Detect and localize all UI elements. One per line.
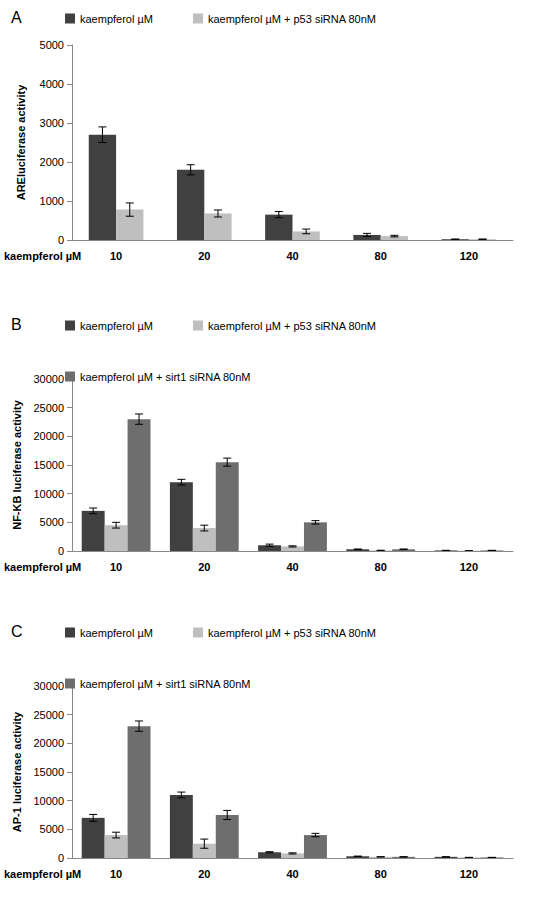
svg-text:20000: 20000 [33,430,64,442]
svg-text:0: 0 [58,852,64,864]
svg-text:80: 80 [375,250,387,262]
svg-text:40: 40 [286,250,298,262]
svg-text:20: 20 [198,561,210,573]
svg-text:kaempferol µM + p53 siRNA 80nM: kaempferol µM + p53 siRNA 80nM [208,320,376,332]
svg-text:25000: 25000 [33,709,64,721]
svg-text:5000: 5000 [40,39,64,51]
svg-text:1000: 1000 [40,195,64,207]
svg-text:20: 20 [198,250,210,262]
svg-text:20: 20 [198,868,210,880]
svg-text:NF-KB luciferase activity: NF-KB luciferase activity [11,399,23,529]
svg-text:kaempferol µM: kaempferol µM [4,250,81,262]
svg-text:30000: 30000 [33,373,64,385]
svg-text:B: B [11,316,22,333]
svg-text:kaempferol µM: kaempferol µM [4,561,81,573]
svg-text:25000: 25000 [33,402,64,414]
svg-text:C: C [11,623,23,640]
svg-text:15000: 15000 [33,766,64,778]
svg-text:kaempferol µM: kaempferol µM [80,320,153,332]
svg-text:30000: 30000 [33,680,64,692]
svg-text:0: 0 [58,545,64,557]
svg-text:kaempferol µM: kaempferol µM [4,868,81,880]
svg-text:AP-1 luciferase activity: AP-1 luciferase activity [11,711,23,832]
svg-text:80: 80 [375,561,387,573]
svg-text:20000: 20000 [33,737,64,749]
svg-text:10000: 10000 [33,488,64,500]
svg-text:5000: 5000 [40,823,64,835]
svg-text:80: 80 [375,868,387,880]
svg-text:kaempferol µM + sirt1 siRNA 80: kaempferol µM + sirt1 siRNA 80nM [80,371,250,383]
svg-text:kaempferol µM: kaempferol µM [80,13,153,25]
svg-text:40: 40 [286,561,298,573]
svg-text:0: 0 [58,234,64,246]
svg-text:10: 10 [110,250,122,262]
svg-text:A: A [11,9,22,26]
svg-text:15000: 15000 [33,459,64,471]
svg-text:120: 120 [460,561,478,573]
svg-text:120: 120 [460,250,478,262]
svg-text:kaempferol µM + p53 siRNA 80nM: kaempferol µM + p53 siRNA 80nM [208,13,376,25]
svg-text:kaempferol µM + sirt1 siRNA 80: kaempferol µM + sirt1 siRNA 80nM [80,678,250,690]
svg-text:10: 10 [110,561,122,573]
svg-text:kaempferol µM + p53 siRNA 80nM: kaempferol µM + p53 siRNA 80nM [208,627,376,639]
svg-text:3000: 3000 [40,117,64,129]
svg-text:120: 120 [460,868,478,880]
svg-text:10: 10 [110,868,122,880]
svg-text:kaempferol µM: kaempferol µM [80,627,153,639]
svg-text:4000: 4000 [40,78,64,90]
svg-text:10000: 10000 [33,795,64,807]
svg-text:2000: 2000 [40,156,64,168]
svg-text:AREluciferase activity: AREluciferase activity [15,84,27,200]
svg-text:5000: 5000 [40,516,64,528]
svg-text:40: 40 [286,868,298,880]
